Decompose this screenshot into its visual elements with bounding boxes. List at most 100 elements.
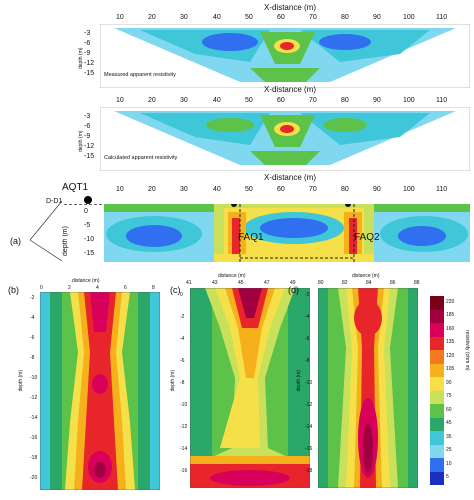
y-tick: -10 [180, 402, 188, 408]
x-tick: 45 [238, 280, 244, 286]
y-tick: -2 [180, 314, 185, 320]
x-tick: 20 [148, 186, 156, 193]
y-tick: -14 [30, 415, 38, 421]
x-tick: 84 [366, 280, 372, 286]
colorbar-label: 120 [446, 353, 455, 359]
x-tick: 110 [436, 97, 448, 104]
x-tick: 50 [245, 186, 253, 193]
x-tick: 40 [213, 186, 221, 193]
x-tick: 86 [390, 280, 396, 286]
y-tick: -6 [180, 358, 185, 364]
y-tick: -12 [84, 143, 95, 150]
colorbar-swatch [430, 417, 444, 431]
y-tick: -10 [305, 380, 313, 386]
panel-b-x-title: distance (m) [72, 278, 100, 284]
x-tick: 60 [277, 97, 285, 104]
colorbar-title: resistivity (ohm m) [464, 330, 470, 371]
colorbar-label: 10 [446, 461, 452, 467]
y-tick: -2 [305, 292, 310, 298]
inverted-section [104, 204, 470, 262]
y-tick: -4 [30, 315, 35, 321]
x-tick: 100 [403, 97, 415, 104]
x-tick: 47 [264, 280, 270, 286]
x-tick: 100 [403, 186, 415, 193]
x-tick: 80 [341, 186, 349, 193]
y-tick: -15 [84, 70, 95, 77]
section-x-axis-title: X-distance (m) [263, 173, 316, 182]
y-tick: -12 [305, 402, 313, 408]
x-tick: 4 [96, 285, 99, 291]
y-tick: -9 [84, 50, 91, 57]
panel-c-y-title: depth (m) [170, 370, 176, 392]
y-tick: -16 [305, 446, 313, 452]
x-tick: 60 [277, 186, 285, 193]
x-tick: 41 [186, 280, 192, 286]
calculated-y-title: depth (m) [78, 130, 84, 152]
calculated-caption: Calculated apparent resistivity [104, 155, 178, 161]
panel-c-y-ticks: 0 -2 -4 -6 -8 -10 -12 -14 -16 [180, 292, 190, 482]
x-tick: 110 [436, 14, 448, 21]
x-tick: 49 [290, 280, 296, 286]
y-tick: -5 [84, 222, 91, 229]
panel-a-label: (a) [10, 236, 21, 246]
x-tick: 8 [152, 285, 155, 291]
colorbar-label: 185 [446, 312, 455, 318]
colorbar-label: 220 [446, 299, 455, 305]
x-tick: 10 [116, 186, 124, 193]
panel-b-label: (b) [8, 285, 19, 295]
y-tick: -8 [180, 380, 185, 386]
x-tick: 20 [148, 97, 156, 104]
x-tick: 80 [341, 14, 349, 21]
colorbar-label: 160 [446, 326, 455, 332]
y-tick: -9 [84, 133, 91, 140]
x-tick: 90 [373, 186, 381, 193]
section-depth-ticks: 0 -5 -10 -15 [84, 208, 104, 263]
panel-d-label: (d) [288, 285, 299, 295]
x-tick: 10 [116, 14, 124, 21]
panel-c-label: (c) [170, 285, 181, 295]
y-tick: -10 [30, 375, 38, 381]
x-tick: 0 [40, 285, 43, 291]
fault-label-faq1: FAQ1 [238, 232, 264, 243]
colorbar-swatch [430, 350, 444, 364]
y-tick: -6 [30, 335, 35, 341]
x-tick: 80 [341, 97, 349, 104]
y-tick: -14 [305, 424, 313, 430]
panel-c-x-ticks: 41 43 45 47 49 [186, 280, 306, 288]
colorbar-swatch [430, 377, 444, 391]
panel-b-x-ticks: 0 2 4 6 8 [40, 285, 160, 293]
y-tick: -3 [84, 30, 91, 37]
y-tick: -20 [30, 475, 38, 481]
y-tick: -12 [84, 60, 95, 67]
x-tick: 100 [403, 14, 415, 21]
y-tick: -6 [84, 123, 91, 130]
panel-d-y-ticks: -2 -4 -6 -8 -10 -12 -14 -16 -18 [305, 292, 319, 482]
x-tick: 30 [180, 186, 188, 193]
colorbar-swatch [430, 458, 444, 472]
y-tick: -12 [180, 424, 188, 430]
measured-x-ticks: 10 20 30 40 50 60 70 80 90 100 110 [100, 14, 470, 24]
y-tick: -18 [30, 455, 38, 461]
y-tick: -15 [84, 250, 95, 257]
colorbar-label: 35 [446, 434, 452, 440]
colorbar-swatch [430, 336, 444, 350]
panel-b-y-ticks: -2 -4 -6 -8 -10 -12 -14 -16 -18 -20 [30, 295, 40, 490]
x-tick: 60 [277, 14, 285, 21]
x-tick: 90 [373, 97, 381, 104]
colorbar-swatch [430, 404, 444, 418]
fault-label-faq2: FAQ2 [354, 232, 380, 243]
y-tick: -16 [180, 468, 188, 474]
x-tick: 70 [309, 14, 317, 21]
y-tick: -10 [84, 236, 95, 243]
x-tick: 88 [414, 280, 420, 286]
x-tick: 6 [124, 285, 127, 291]
panel-c-x-title: distance (m) [218, 273, 246, 279]
colorbar-label: 105 [446, 366, 455, 372]
y-tick: -6 [84, 40, 91, 47]
x-tick: 70 [309, 97, 317, 104]
colorbar-labels: 220 185 160 135 120 105 90 75 60 45 35 2… [446, 296, 472, 492]
colorbar-swatch [430, 363, 444, 377]
arrow-lines [29, 200, 63, 262]
profile-label: D-D1 [46, 198, 63, 205]
y-tick: -12 [30, 395, 38, 401]
